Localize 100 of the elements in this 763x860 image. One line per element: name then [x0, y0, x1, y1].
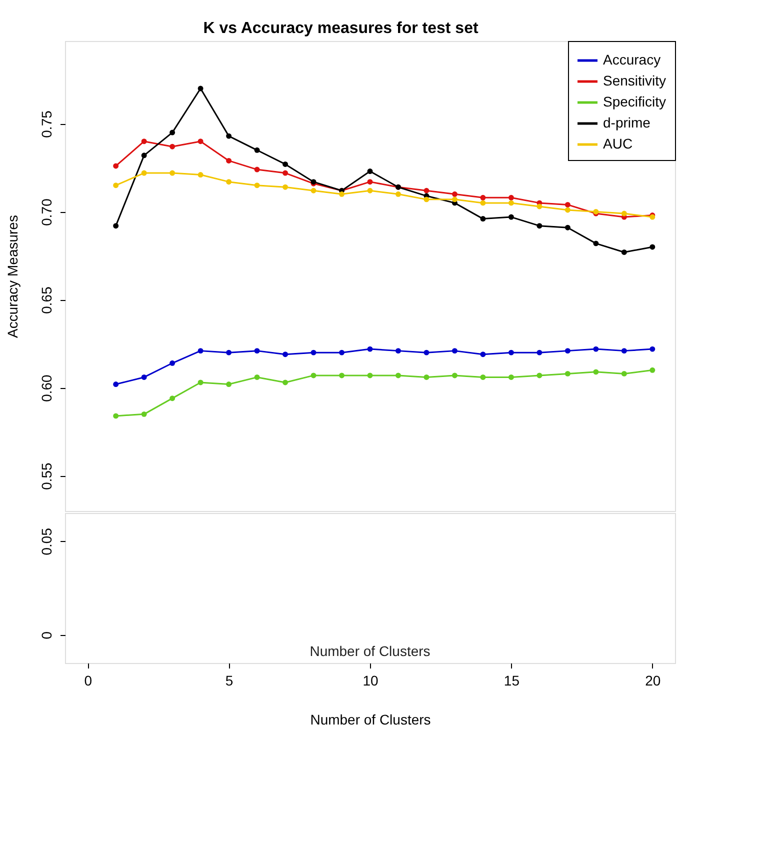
legend-label: d-prime — [603, 114, 651, 130]
point — [621, 250, 627, 255]
point — [452, 196, 458, 202]
point — [480, 374, 486, 380]
point — [508, 350, 514, 356]
point — [621, 370, 627, 376]
point — [282, 380, 288, 386]
point — [593, 369, 599, 375]
point — [254, 374, 260, 380]
point — [310, 350, 316, 356]
point — [198, 86, 204, 92]
point — [424, 188, 430, 194]
point — [254, 166, 260, 172]
point — [198, 380, 204, 386]
point — [198, 138, 204, 144]
point — [564, 348, 570, 354]
point — [480, 216, 486, 222]
point — [170, 396, 176, 402]
point — [536, 350, 542, 356]
y-tick-label: 0.75 — [38, 110, 54, 138]
chart-title: K vs Accuracy measures for test set — [203, 20, 479, 37]
point — [452, 372, 458, 378]
point — [198, 172, 204, 178]
point — [113, 163, 119, 169]
point — [621, 348, 627, 354]
point — [113, 382, 119, 387]
annotation: Number of Clusters — [310, 643, 430, 659]
y-tick-label: 0.05 — [38, 528, 54, 556]
point — [339, 191, 344, 197]
point — [508, 214, 514, 220]
point — [367, 179, 373, 185]
x-tick-label: 10 — [362, 672, 378, 688]
legend-label: Sensitivity — [603, 72, 666, 88]
point — [170, 130, 176, 136]
y-tick-label: 0.65 — [38, 286, 54, 314]
point — [536, 223, 542, 229]
point — [650, 244, 656, 250]
point — [310, 372, 316, 378]
point — [424, 374, 430, 380]
point — [396, 348, 401, 354]
x-tick-label: 15 — [504, 672, 520, 688]
point — [564, 370, 570, 376]
point — [367, 346, 373, 352]
point — [339, 350, 344, 356]
point — [141, 152, 147, 158]
point — [113, 413, 119, 419]
point — [226, 158, 232, 164]
point — [170, 144, 176, 150]
point — [650, 346, 656, 352]
y-tick-label: 0 — [38, 631, 54, 640]
y-axis-title: Accuracy Measures — [4, 215, 20, 338]
point — [424, 196, 430, 202]
point — [254, 182, 260, 188]
point — [282, 161, 288, 167]
point — [141, 374, 147, 380]
point — [424, 350, 430, 356]
point — [282, 170, 288, 176]
point — [480, 194, 486, 200]
point — [593, 240, 599, 246]
point — [367, 168, 373, 174]
point — [310, 188, 316, 194]
point — [564, 207, 570, 213]
point — [508, 194, 514, 200]
x-axis-title: Number of Clusters — [310, 712, 431, 728]
point — [367, 372, 373, 378]
y-tick-label: 0.60 — [38, 374, 54, 402]
legend-label: AUC — [603, 136, 633, 152]
point — [536, 204, 542, 210]
point — [367, 188, 373, 194]
point — [339, 372, 344, 378]
x-tick-label: 5 — [225, 672, 234, 688]
legend-label: Accuracy — [603, 52, 661, 68]
point — [508, 200, 514, 206]
legend-label: Specificity — [603, 94, 666, 110]
point — [226, 133, 232, 139]
point — [226, 350, 232, 356]
point — [113, 223, 119, 229]
y-tick-label: 0.55 — [38, 462, 54, 490]
point — [452, 348, 458, 354]
y-tick-label: 0.70 — [38, 198, 54, 226]
x-tick-label: 20 — [645, 672, 661, 688]
point — [452, 191, 458, 197]
point — [113, 182, 119, 188]
point — [170, 360, 176, 366]
x-tick-label: 0 — [84, 672, 92, 688]
point — [254, 147, 260, 153]
point — [282, 352, 288, 358]
point — [141, 138, 147, 144]
point — [650, 367, 656, 373]
point — [198, 348, 204, 354]
point — [226, 179, 232, 185]
point — [593, 346, 599, 352]
point — [508, 374, 514, 380]
point — [536, 372, 542, 378]
point — [141, 170, 147, 176]
point — [480, 352, 486, 358]
point — [564, 224, 570, 230]
point — [621, 210, 627, 216]
point — [564, 202, 570, 208]
point — [480, 200, 486, 206]
